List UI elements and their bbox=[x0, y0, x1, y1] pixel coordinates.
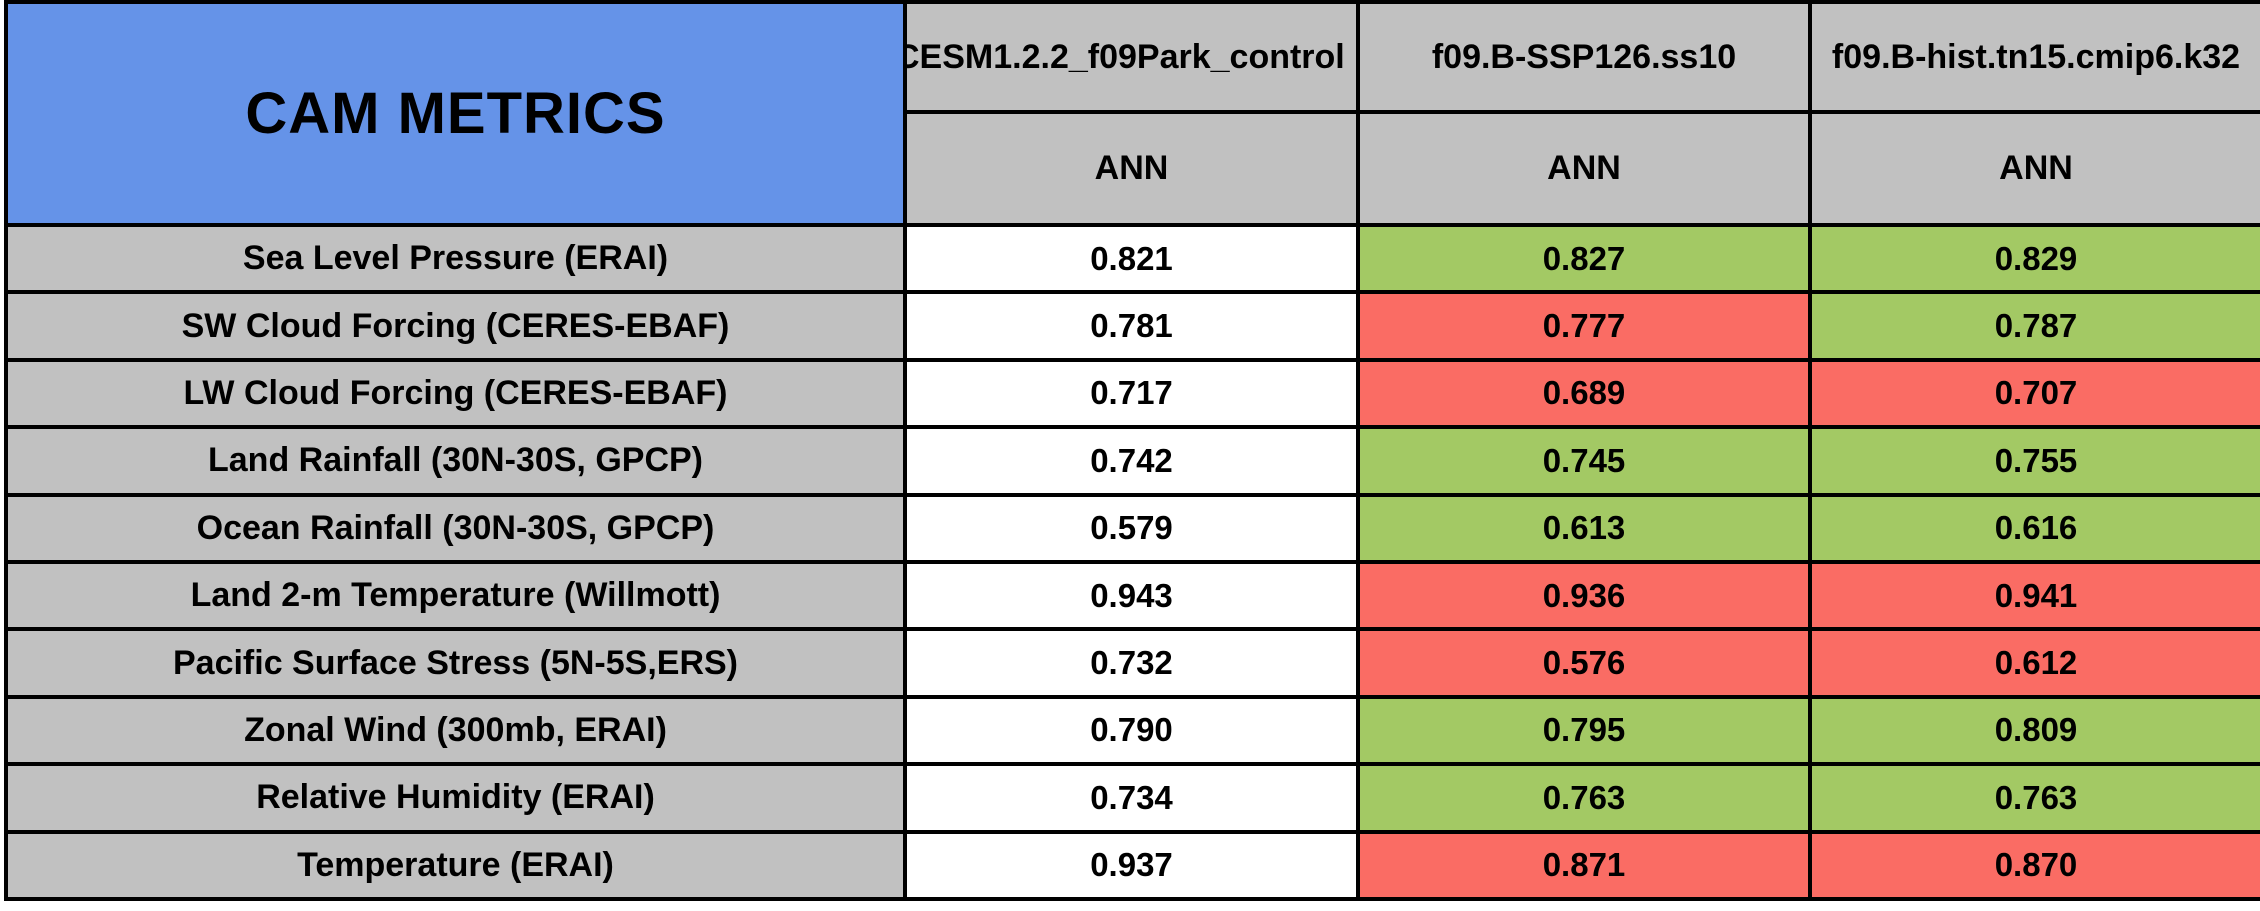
metric-value: 0.707 bbox=[1808, 357, 2260, 430]
header-row-models: CAM METRICS CESM1.2.2_f09Park_control f0… bbox=[4, 0, 2260, 227]
table-row: Land Rainfall (30N-30S, GPCP) 0.742 0.74… bbox=[4, 425, 2260, 497]
column-header-season-1: ANN bbox=[903, 110, 1360, 227]
table-row: Temperature (ERAI) 0.937 0.871 0.870 bbox=[4, 829, 2260, 902]
header-row-season: ANN ANN ANN bbox=[6, 110, 2260, 227]
metric-value: 0.781 bbox=[903, 290, 1360, 362]
metric-label: Ocean Rainfall (30N-30S, GPCP) bbox=[4, 492, 907, 564]
table-row: Pacific Surface Stress (5N-5S,ERS) 0.732… bbox=[4, 627, 2260, 699]
metric-value: 0.734 bbox=[903, 762, 1360, 834]
metric-label: Relative Humidity (ERAI) bbox=[4, 762, 907, 834]
metric-label: Land Rainfall (30N-30S, GPCP) bbox=[4, 425, 907, 497]
table-row: Sea Level Pressure (ERAI) 0.821 0.827 0.… bbox=[4, 222, 2260, 295]
metric-label: Temperature (ERAI) bbox=[4, 829, 907, 902]
table-row: Relative Humidity (ERAI) 0.734 0.763 0.7… bbox=[4, 762, 2260, 834]
metric-value: 0.827 bbox=[1356, 222, 1812, 295]
cam-metrics-table: CAM METRICS CESM1.2.2_f09Park_control f0… bbox=[4, 0, 2260, 902]
metric-label: Land 2-m Temperature (Willmott) bbox=[4, 559, 907, 632]
metric-label: LW Cloud Forcing (CERES-EBAF) bbox=[4, 357, 907, 430]
column-header-season-2: ANN bbox=[1356, 110, 1812, 227]
metric-value: 0.745 bbox=[1356, 425, 1812, 497]
metric-value: 0.742 bbox=[903, 425, 1360, 497]
table-row: LW Cloud Forcing (CERES-EBAF) 0.717 0.68… bbox=[4, 357, 2260, 430]
table-title: CAM METRICS bbox=[4, 0, 907, 227]
metric-value: 0.943 bbox=[903, 559, 1360, 632]
metric-label: Sea Level Pressure (ERAI) bbox=[4, 222, 907, 295]
column-header-model-2: f09.B-SSP126.ss10 bbox=[1356, 0, 1812, 114]
metric-value: 0.576 bbox=[1356, 627, 1812, 699]
column-header-model-1: CESM1.2.2_f09Park_control bbox=[903, 0, 1360, 114]
metric-value: 0.870 bbox=[1808, 829, 2260, 902]
metric-label: Pacific Surface Stress (5N-5S,ERS) bbox=[4, 627, 907, 699]
metric-value: 0.763 bbox=[1356, 762, 1812, 834]
metric-value: 0.755 bbox=[1808, 425, 2260, 497]
metric-value: 0.732 bbox=[903, 627, 1360, 699]
metric-value: 0.936 bbox=[1356, 559, 1812, 632]
metric-value: 0.612 bbox=[1808, 627, 2260, 699]
metric-value: 0.809 bbox=[1808, 694, 2260, 767]
metric-value: 0.613 bbox=[1356, 492, 1812, 564]
metric-value: 0.689 bbox=[1356, 357, 1812, 430]
metric-value: 0.937 bbox=[903, 829, 1360, 902]
metric-value: 0.763 bbox=[1808, 762, 2260, 834]
column-header-model-3: f09.B-hist.tn15.cmip6.k32 bbox=[1808, 0, 2260, 114]
table-row: Land 2-m Temperature (Willmott) 0.943 0.… bbox=[4, 559, 2260, 632]
metric-label: SW Cloud Forcing (CERES-EBAF) bbox=[4, 290, 907, 362]
metric-value: 0.871 bbox=[1356, 829, 1812, 902]
metric-value: 0.777 bbox=[1356, 290, 1812, 362]
table-row: SW Cloud Forcing (CERES-EBAF) 0.781 0.77… bbox=[4, 290, 2260, 362]
metric-value: 0.787 bbox=[1808, 290, 2260, 362]
metric-label: Zonal Wind (300mb, ERAI) bbox=[4, 694, 907, 767]
metric-value: 0.829 bbox=[1808, 222, 2260, 295]
metric-value: 0.941 bbox=[1808, 559, 2260, 632]
column-header-season-3: ANN bbox=[1808, 110, 2260, 227]
metric-value: 0.616 bbox=[1808, 492, 2260, 564]
table-row: Zonal Wind (300mb, ERAI) 0.790 0.795 0.8… bbox=[4, 694, 2260, 767]
metric-value: 0.795 bbox=[1356, 694, 1812, 767]
metric-value: 0.821 bbox=[903, 222, 1360, 295]
metric-value: 0.790 bbox=[903, 694, 1360, 767]
metric-value: 0.579 bbox=[903, 492, 1360, 564]
table-row: Ocean Rainfall (30N-30S, GPCP) 0.579 0.6… bbox=[4, 492, 2260, 564]
metric-value: 0.717 bbox=[903, 357, 1360, 430]
